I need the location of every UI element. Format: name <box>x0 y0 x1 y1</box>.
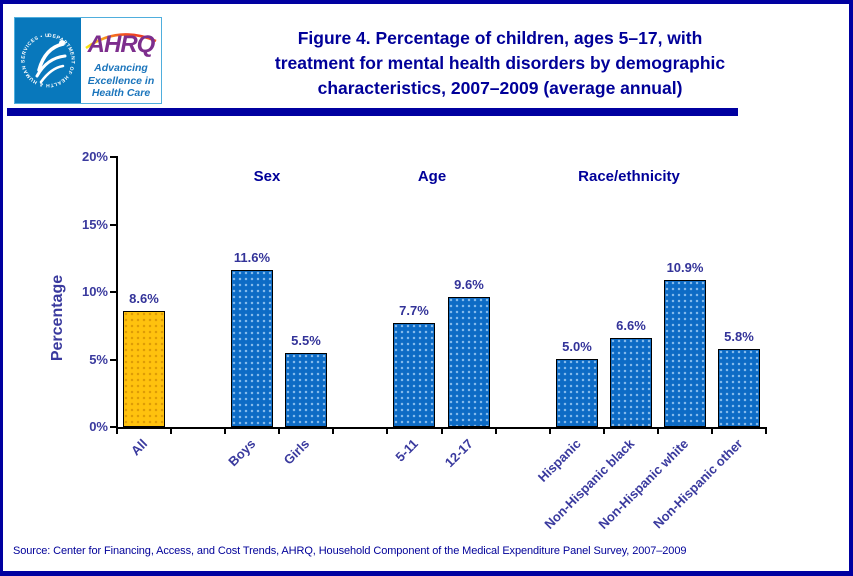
bar <box>393 323 435 427</box>
category-label: All <box>128 436 151 459</box>
bar <box>123 311 165 427</box>
category-label: Non-Hispanic white <box>595 436 692 532</box>
y-tick <box>110 156 116 158</box>
ahrq-wordmark: AHRQ <box>87 31 156 58</box>
bar-value-label: 10.9% <box>666 260 704 275</box>
group-header: Race/ethnicity <box>578 168 680 185</box>
bar-value-label: 11.6% <box>233 250 271 265</box>
hhs-eagle-icon <box>35 40 67 84</box>
x-tick <box>224 429 226 434</box>
hhs-seal-icon: DEPARTMENT OF HEALTH & HUMAN SERVICES • … <box>13 14 81 103</box>
y-tick-label: 0% <box>89 419 108 434</box>
frame-border-right <box>849 0 853 576</box>
y-tick <box>110 291 116 293</box>
category-label: 5-11 <box>392 436 421 465</box>
bar-value-label: 5.8% <box>724 329 754 344</box>
figure-title: Figure 4. Percentage of children, ages 5… <box>274 28 726 98</box>
y-tick <box>110 223 116 226</box>
bar-value-label: 5.5% <box>291 333 321 348</box>
x-tick <box>711 429 713 434</box>
ahrq-logo-panel: AHRQ Advancing Excellence in Health Care <box>81 18 161 103</box>
bar <box>718 349 760 427</box>
bar-value-label: 9.6% <box>454 277 484 292</box>
category-label: Boys <box>225 436 259 470</box>
y-tick-label: 5% <box>89 351 108 367</box>
category-label: 12-17 <box>441 436 476 471</box>
category-label: Hispanic <box>534 436 584 485</box>
x-axis <box>116 427 767 429</box>
y-tick <box>110 358 116 361</box>
x-tick <box>765 429 767 434</box>
frame-border-left <box>0 0 3 576</box>
bar <box>610 338 652 427</box>
bar-value-label: 8.6% <box>129 291 159 306</box>
header-divider <box>7 108 738 116</box>
x-tick <box>603 429 605 434</box>
group-header: Age <box>417 168 447 185</box>
bar-value-label: 5.0% <box>562 339 592 354</box>
ahrq-arc-icon <box>85 33 157 49</box>
source-text: Source: Center for Financing, Access, an… <box>13 545 687 557</box>
x-tick <box>495 429 497 434</box>
bar-value-label: 7.7% <box>399 303 429 318</box>
bar <box>664 280 706 427</box>
ahrq-tagline: Advancing Excellence in Health Care <box>87 62 155 99</box>
y-tick <box>110 426 116 428</box>
bar-value-label: 6.6% <box>616 318 646 333</box>
y-tick-label: 15% <box>81 216 108 232</box>
ahrq-hhs-logo: DEPARTMENT OF HEALTH & HUMAN SERVICES • … <box>13 14 162 104</box>
y-tick-label: 10% <box>81 284 108 299</box>
bar <box>556 359 598 427</box>
x-tick <box>278 429 280 434</box>
bar <box>231 270 273 427</box>
frame-border-bottom <box>0 571 853 576</box>
bar <box>448 297 490 427</box>
category-label: Non-Hispanic black <box>541 436 638 532</box>
frame-border-top <box>0 0 853 4</box>
x-tick <box>657 429 659 434</box>
x-tick <box>332 429 334 434</box>
x-tick <box>386 429 388 434</box>
x-tick <box>441 429 443 434</box>
x-tick <box>170 429 172 434</box>
x-tick <box>116 429 118 434</box>
x-tick <box>549 429 551 434</box>
bar <box>285 353 327 427</box>
category-label: Girls <box>281 436 313 468</box>
y-axis <box>116 156 118 428</box>
y-tick-label: 20% <box>81 149 108 164</box>
group-header: Sex <box>253 168 281 185</box>
